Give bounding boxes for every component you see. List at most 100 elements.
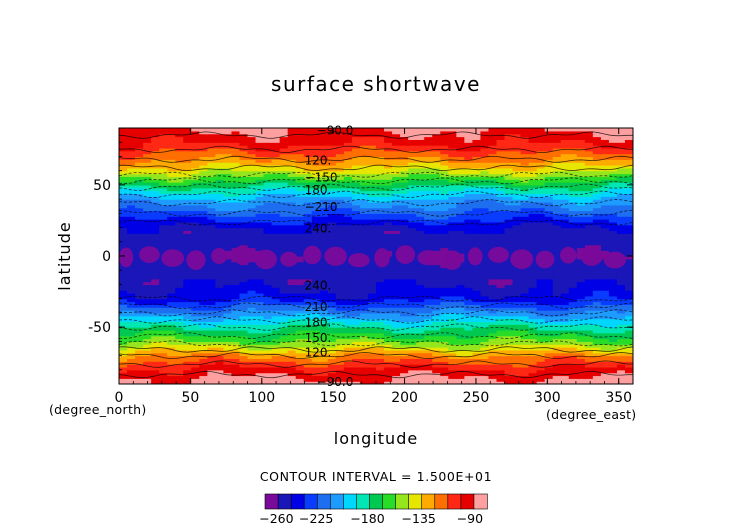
field-cell [327,167,337,172]
field-cell [472,324,482,328]
field-cell [135,204,144,209]
field-cell [215,321,225,325]
field-cell [584,201,594,206]
field-cell [279,167,289,172]
field-cell [335,204,345,209]
field-cell [392,281,401,286]
field-cell [384,238,393,243]
field-cell [263,341,273,345]
field-cell [151,207,160,212]
field-cell [351,281,361,286]
field-cell [424,224,433,229]
field-cell [175,219,184,223]
field-cell [496,366,506,371]
field-cell [592,182,602,186]
field-cell [504,364,514,368]
field-cell [279,196,289,200]
field-cell [263,284,273,288]
field-cell [263,381,273,384]
field-cell [135,312,144,317]
field-cell [335,273,345,277]
field-cell [544,310,554,314]
field-cell [239,327,249,331]
field-cell [287,361,297,365]
field-cell [167,312,176,317]
field-cell [592,347,602,351]
field-cell [584,304,594,308]
field-cell [367,256,377,260]
field-cell [520,381,530,384]
field-cell [504,173,514,177]
field-cell [327,193,337,197]
field-cell [183,247,192,251]
field-cell [127,310,136,314]
field-cell [271,284,281,288]
field-cell [536,341,546,345]
field-cell [159,349,168,354]
field-cell [223,369,233,374]
field-cell [424,284,433,288]
field-cell [351,275,361,280]
field-cell [343,236,353,240]
field-cell [376,204,385,209]
field-cell [624,290,633,294]
field-cell [247,261,257,266]
field-cell [376,366,385,371]
field-cell [584,196,594,200]
field-cell [311,355,321,359]
field-cell [392,332,401,337]
field-cell [143,298,152,303]
field-cell [536,162,546,166]
field-cell [207,227,216,231]
field-cell [367,355,377,359]
field-cell [480,347,490,351]
field-cell [504,281,514,286]
field-cell [295,256,305,260]
field-cell [287,221,297,226]
field-cell [624,318,633,323]
field-cell [295,329,305,334]
field-cell [552,301,562,305]
field-cell [119,213,128,217]
field-cell [231,227,241,231]
field-cell [119,355,128,359]
field-cell [512,224,522,229]
field-cell [207,295,216,300]
field-cell [335,338,345,342]
field-cell [472,176,482,180]
field-cell [520,355,530,359]
field-cell [512,213,522,217]
field-cell [544,307,554,311]
field-cell [392,238,401,243]
field-cell [359,281,369,286]
field-cell [303,193,313,197]
field-cell [568,207,578,212]
field-cell [608,182,618,186]
field-cell [127,179,136,183]
field-cell [416,219,425,223]
field-cell [536,364,546,368]
field-cell [408,307,417,311]
field-cell [384,349,393,354]
field-cell [159,233,168,237]
field-cell [504,164,514,169]
field-cell [496,324,506,328]
field-cell [135,366,144,371]
field-cell [464,310,473,314]
field-cell [536,167,546,172]
field-cell [159,332,168,337]
field-cell [319,341,329,345]
field-cell [480,378,490,382]
field-cell [616,247,626,251]
field-cell [376,310,385,314]
field-cell [119,292,128,297]
field-cell [600,284,610,288]
field-cell [560,267,570,271]
field-cell [223,281,233,286]
field-cell [472,338,482,342]
field-cell [400,227,409,231]
field-cell [552,329,562,334]
field-cell [255,355,265,359]
field-cell [600,184,610,189]
field-cell [207,219,216,223]
